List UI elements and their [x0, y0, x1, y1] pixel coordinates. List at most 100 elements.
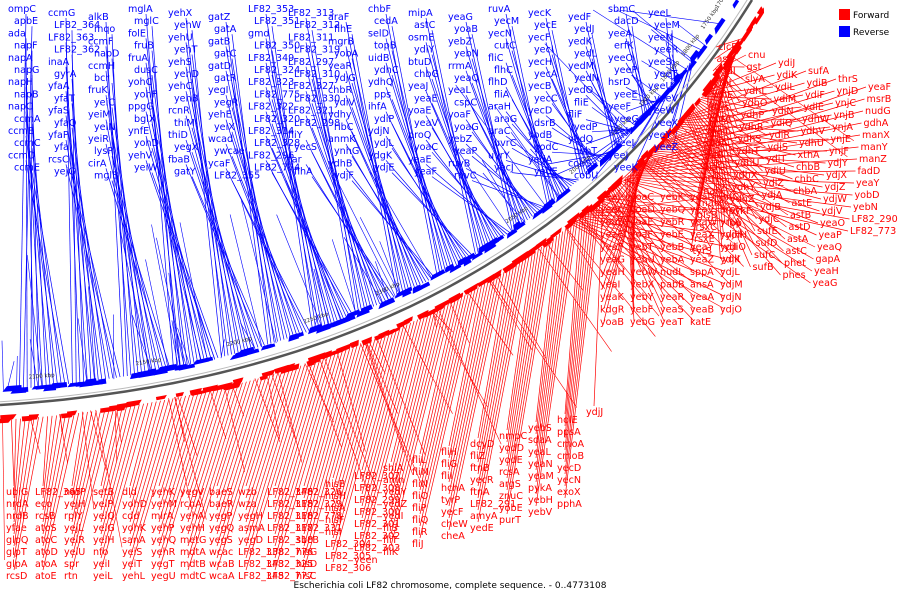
forward-gene-leader-line [129, 402, 153, 487]
reverse-gene-leader-line [385, 111, 460, 264]
reverse-gene-leader-line [231, 58, 278, 342]
reverse-gene-label: yoaE [408, 106, 432, 117]
reverse-gene-leader-line [25, 135, 58, 386]
forward-gene-label: yeaJ [600, 192, 620, 203]
reverse-gene-label: gatA [214, 24, 237, 35]
forward-gene-label: gst [747, 62, 762, 73]
forward-gene-leader-line [477, 259, 524, 499]
reverse-gene-label: ccmA [14, 114, 41, 125]
forward-gene-label: astD [789, 222, 811, 233]
forward-feature-arrow [126, 399, 142, 407]
forward-gene-leader-line [564, 200, 601, 499]
forward-gene-label: mall [708, 126, 729, 137]
forward-gene-label: yeaF [600, 242, 623, 253]
forward-gene-label: atoC [35, 535, 58, 546]
forward-gene-label: ydjW [823, 194, 847, 205]
reverse-gene-label: ydjL [374, 138, 394, 149]
reverse-gene-leader-line [545, 42, 586, 175]
forward-gene-label: ydhX [733, 170, 758, 181]
reverse-gene-label: yeaE [414, 93, 438, 104]
forward-gene-label: LF82_777 [267, 571, 313, 582]
reverse-gene-label: ccmH [88, 61, 115, 72]
reverse-gene-leader-line [305, 164, 392, 299]
forward-gene-label: thrS [838, 74, 858, 85]
forward-gene-label: rcsD [6, 571, 27, 582]
reverse-gene-label: araG [494, 114, 517, 125]
forward-gene-label: ppsA [557, 427, 581, 438]
reverse-gene-label: fruB [134, 41, 154, 52]
forward-gene-label: atoE [35, 571, 57, 582]
feature-hairline [177, 327, 190, 366]
forward-gene-leader-line [506, 244, 545, 479]
forward-gene-label: eco [35, 499, 52, 510]
feature-hairline [619, 9, 720, 24]
reverse-gene-label: LF82_313 [288, 8, 334, 19]
reverse-gene-label: yeeV [654, 93, 678, 104]
feature-hairline [177, 333, 187, 367]
forward-gene-leader-line [187, 382, 243, 559]
forward-feature-arrow [285, 363, 296, 369]
reverse-gene-label: yeiC [94, 97, 115, 108]
forward-gene-leader-line [42, 413, 75, 559]
feature-hairline [376, 336, 426, 455]
reverse-gene-leader-line [391, 148, 468, 260]
reverse-gene-label: uvrC [494, 138, 517, 149]
forward-feature-arrow [712, 62, 724, 78]
forward-gene-leader-line [535, 226, 569, 471]
forward-gene-label: fliS [383, 523, 398, 534]
feature-hairline [90, 410, 107, 471]
forward-gene-label: ydhU [799, 138, 824, 149]
forward-gene-leader-line [245, 365, 302, 547]
forward-gene-label: fadD [858, 166, 881, 177]
forward-gene-label: mdtB [180, 559, 206, 570]
forward-feature-arrow [454, 292, 464, 301]
forward-gene-label: yecR [470, 475, 494, 486]
forward-gene-label: fliM [412, 467, 429, 478]
reverse-feature-arrow [308, 323, 324, 335]
forward-gene-label: yeiR [64, 535, 85, 546]
feature-lines-layer [1, 9, 867, 571]
forward-gene-label: yeaE [600, 230, 624, 241]
feature-hairline [319, 358, 374, 506]
forward-gene-leader-line [628, 174, 855, 184]
feature-hairline [304, 363, 334, 423]
reverse-gene-leader-line [391, 74, 452, 269]
reverse-gene-leader-line [151, 74, 192, 365]
forward-gene-leader-line [587, 195, 725, 213]
reverse-gene-label: ydjG [334, 73, 356, 84]
feature-hairline [254, 378, 281, 443]
reverse-gene-label: ihfA [368, 102, 387, 113]
forward-gene-label: yegV [180, 487, 205, 498]
feature-hairline [285, 179, 342, 321]
forward-gene-leader-line [697, 101, 766, 148]
forward-gene-leader-line [646, 157, 819, 224]
forward-gene-label: LF82_331 [296, 523, 342, 534]
forward-gene-label: nrdA [6, 499, 29, 510]
forward-gene-label: xthA [798, 150, 821, 161]
reverse-gene-label: yeeT [654, 69, 677, 80]
forward-gene-label: hisB [325, 479, 345, 490]
forward-gene-label: baeS [209, 487, 233, 498]
legend-forward-label: Forward [853, 11, 889, 21]
reverse-feature-arrow [402, 288, 412, 298]
forward-gene-label: amn [383, 475, 404, 486]
forward-gene-label: phes [783, 270, 806, 281]
reverse-gene-label: yeiR [88, 134, 109, 145]
tick-label: 2200 kbp [226, 336, 253, 348]
feature-hairline [276, 214, 323, 328]
forward-gene-leader-line [592, 207, 695, 297]
forward-feature-arrow [694, 97, 701, 106]
forward-gene-label: yegP [209, 511, 233, 522]
reverse-gene-leader-line [271, 172, 354, 316]
forward-gene-leader-line [662, 78, 837, 143]
forward-gene-label: fliL [412, 455, 427, 466]
forward-gene-label: LF82_773 [850, 226, 896, 237]
reverse-gene-leader-line [585, 126, 636, 145]
forward-gene-leader-line [361, 322, 411, 507]
forward-gene-label: ydiU [765, 166, 786, 177]
reverse-gene-label: gatY [174, 167, 196, 178]
forward-gene-label: yebK [660, 192, 685, 203]
reverse-gene-label: yehX [168, 8, 193, 19]
reverse-gene-leader-line [591, 124, 638, 157]
